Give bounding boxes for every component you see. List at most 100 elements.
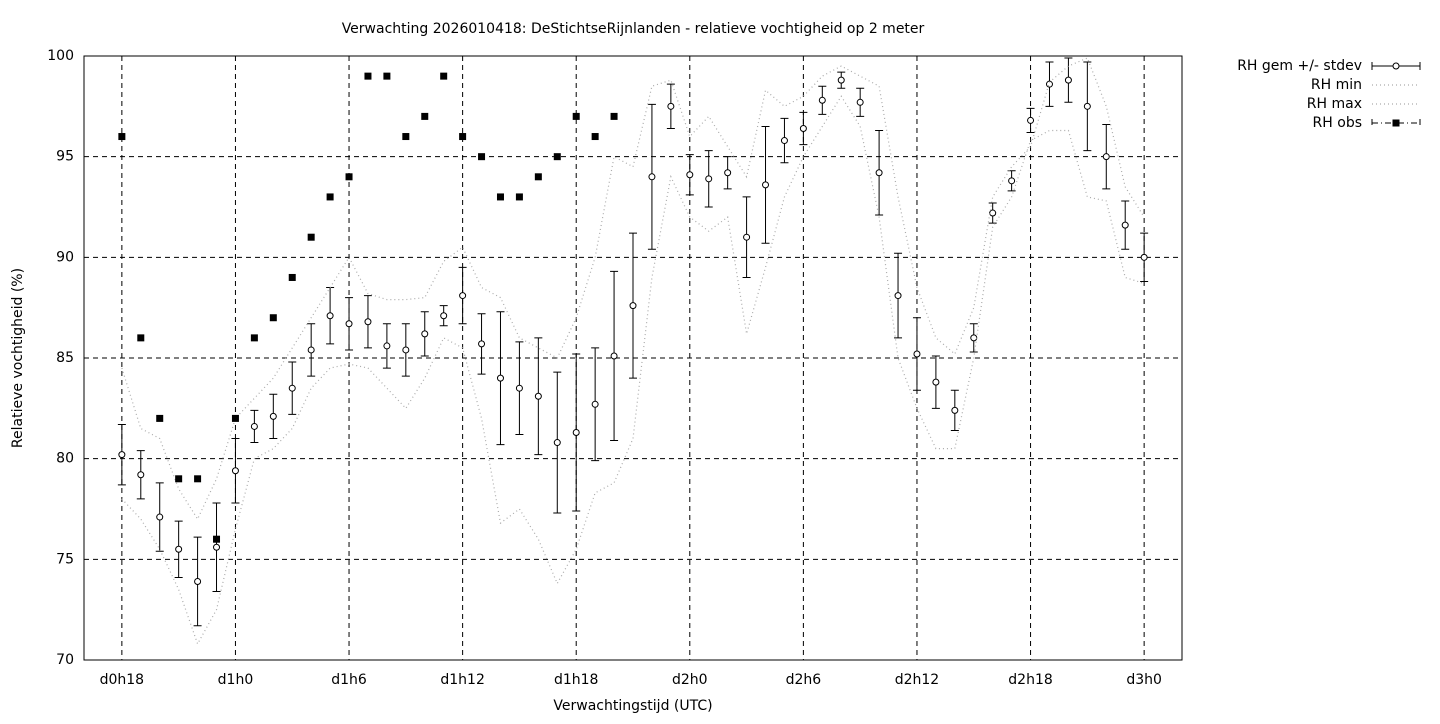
mean-point [1140, 253, 1148, 261]
line-1 [121, 95, 1145, 646]
mean-point [383, 342, 391, 350]
mean-point [515, 384, 523, 392]
obs-point [591, 133, 599, 141]
mean-point [156, 513, 164, 521]
chart-title: Verwachting 2026010418: DeStichtseRijnla… [342, 21, 925, 37]
mean-point [1027, 116, 1035, 124]
mean-point [269, 412, 277, 420]
plot-frame [83, 55, 1183, 661]
obs-point [231, 414, 239, 422]
mean-point [118, 451, 126, 459]
legend-swatch [1392, 62, 1400, 70]
legend-swatch [1371, 119, 1421, 127]
legend-swatch [1392, 119, 1400, 127]
mean-point [932, 378, 940, 386]
mean-point [686, 171, 694, 179]
mean-point [913, 350, 921, 358]
mean-point [1083, 102, 1091, 110]
y-axis-label: Relatieve vochtigheid (%) [10, 268, 26, 448]
mean-point [250, 422, 258, 430]
mean-point [818, 96, 826, 104]
x-tick-label: d1h6 [331, 672, 367, 688]
obs-point [496, 193, 504, 201]
x-axis-label: Verwachtingstijd (UTC) [553, 698, 712, 714]
x-tick-label: d3h0 [1126, 672, 1162, 688]
mean-point [534, 392, 542, 400]
legend-label: RH gem +/- stdev [1237, 58, 1362, 74]
mean-point [1121, 221, 1129, 229]
x-tick-label: d2h12 [895, 672, 939, 688]
obs-point [440, 72, 448, 80]
mean-point [610, 352, 618, 360]
mean-point [137, 471, 145, 479]
obs-point [175, 475, 183, 483]
y-tick-label: 80 [56, 451, 74, 467]
obs-point [478, 153, 486, 161]
obs-point [156, 414, 164, 422]
obs-point [307, 233, 315, 241]
x-tick-label: d1h12 [440, 672, 484, 688]
mean-point [496, 374, 504, 382]
mean-point [762, 181, 770, 189]
obs-point [534, 173, 542, 181]
mean-point [1008, 177, 1016, 185]
mean-point [326, 312, 334, 320]
mean-point [402, 346, 410, 354]
mean-point [572, 428, 580, 436]
x-tick-label: d1h18 [554, 672, 598, 688]
mean-point [175, 545, 183, 553]
obs-point [137, 334, 145, 342]
obs-point [515, 193, 523, 201]
mean-point [856, 98, 864, 106]
mean-point [591, 400, 599, 408]
y-tick-label: 85 [56, 350, 74, 366]
mean-point [875, 169, 883, 177]
obs-point [345, 173, 353, 181]
obs-point [402, 133, 410, 141]
mean-point [951, 406, 959, 414]
y-tick-label: 100 [47, 48, 74, 64]
mean-point [724, 169, 732, 177]
mean-point [421, 330, 429, 338]
mean-point [629, 302, 637, 310]
obs-point [250, 334, 258, 342]
mean-point [989, 209, 997, 217]
mean-point [743, 233, 751, 241]
obs-point [553, 153, 561, 161]
legend-label: RH obs [1313, 115, 1362, 131]
mean-point [894, 292, 902, 300]
mean-point [231, 467, 239, 475]
line-2 [121, 57, 1145, 521]
legend-label: RH max [1307, 96, 1362, 112]
mean-point [459, 292, 467, 300]
mean-point [364, 318, 372, 326]
mean-point [478, 340, 486, 348]
mean-point [288, 384, 296, 392]
y-tick-label: 75 [56, 551, 74, 567]
mean-point [667, 102, 675, 110]
mean-point [705, 175, 713, 183]
x-tick-label: d0h18 [100, 672, 144, 688]
x-tick-label: d2h18 [1008, 672, 1052, 688]
obs-point [364, 72, 372, 80]
mean-point [553, 439, 561, 447]
mean-point [213, 543, 221, 551]
obs-point [269, 314, 277, 322]
obs-point [459, 133, 467, 141]
legend-label: RH min [1311, 77, 1362, 93]
mean-point [1064, 76, 1072, 84]
y-tick-label: 90 [56, 249, 74, 265]
mean-point [648, 173, 656, 181]
obs-point [383, 72, 391, 80]
obs-point [118, 133, 126, 141]
obs-point [194, 475, 202, 483]
y-tick-label: 95 [56, 149, 74, 165]
mean-point [307, 346, 315, 354]
mean-point [837, 76, 845, 84]
obs-point [610, 112, 618, 120]
obs-point [421, 112, 429, 120]
mean-point [780, 137, 788, 145]
mean-point [345, 320, 353, 328]
